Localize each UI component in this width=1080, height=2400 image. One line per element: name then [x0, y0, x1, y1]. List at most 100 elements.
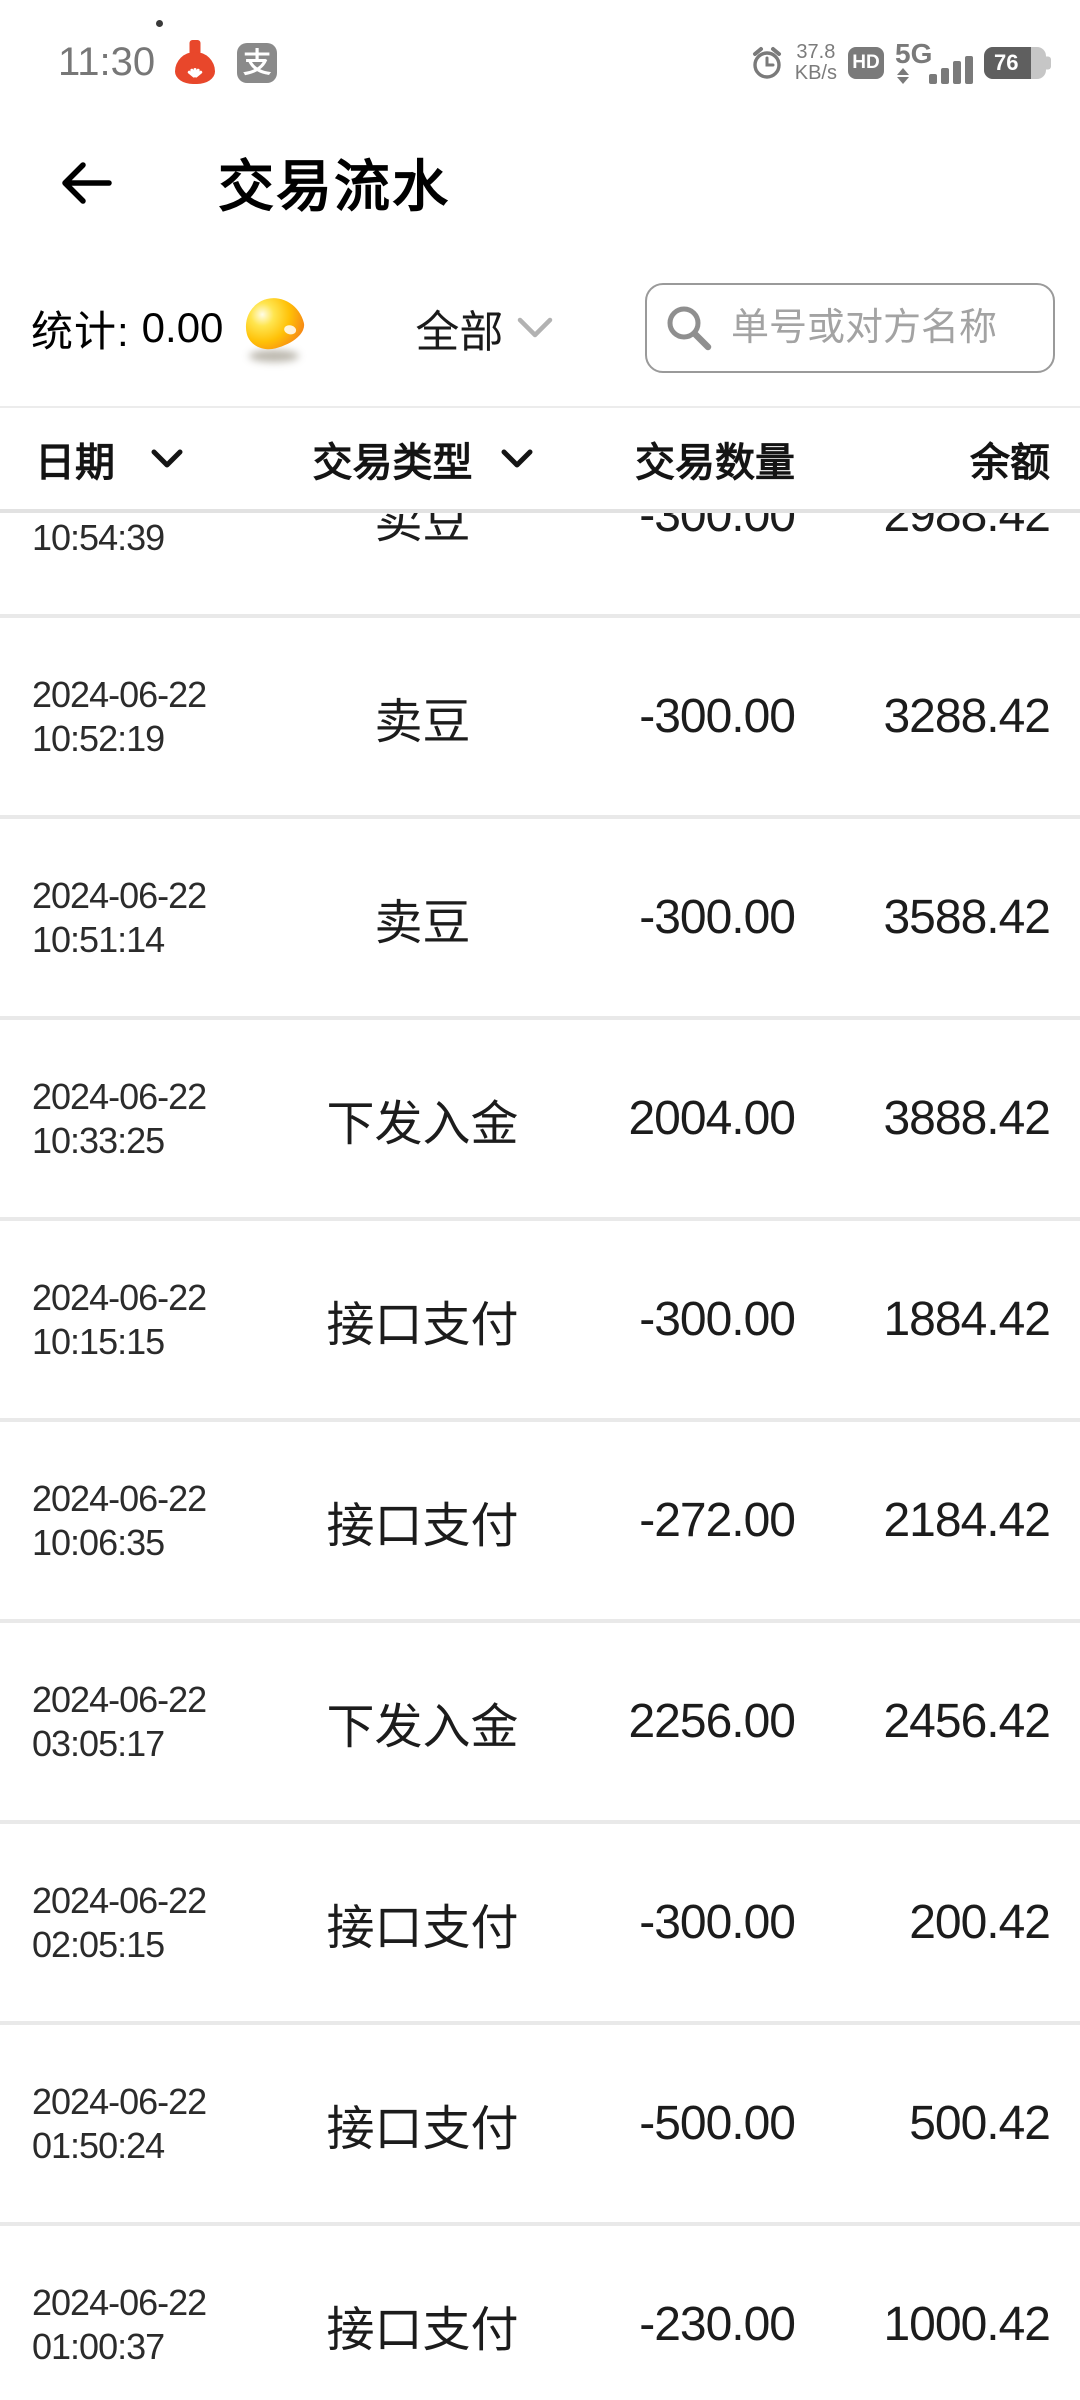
transaction-list[interactable]: 2024-06-22 10:54:39 卖豆 -300.00 2988.42 2… — [0, 513, 1080, 2400]
row-datetime: 2024-06-22 10:06:35 — [0, 1477, 290, 1565]
alipay-glyph: 支 — [243, 46, 272, 78]
row-date: 2024-06-22 — [32, 2080, 207, 2122]
row-balance: 2988.42 — [883, 513, 1051, 542]
row-date: 2024-06-22 — [32, 1879, 207, 1921]
row-type: 下发入金 — [326, 1700, 519, 1754]
back-button[interactable] — [58, 159, 114, 207]
sort-chevron-down-icon — [151, 449, 183, 468]
row-amount: 2004.00 — [628, 1092, 796, 1145]
type-filter-dropdown[interactable]: 全部 — [415, 296, 553, 360]
row-time: 10:06:35 — [32, 1521, 165, 1563]
row-amount: -300.00 — [639, 891, 796, 944]
column-header-date[interactable]: 日期 — [0, 430, 290, 488]
row-time: 01:00:37 — [32, 2325, 165, 2367]
row-datetime: 2024-06-22 10:51:14 — [0, 874, 290, 962]
row-type: 接口支付 — [326, 2102, 519, 2156]
data-transfer-arrows-icon — [897, 67, 909, 84]
sort-chevron-down-icon — [501, 449, 532, 468]
transaction-row[interactable]: 2024-06-22 10:15:15 接口支付 -300.00 1884.42 — [0, 1221, 1080, 1422]
row-balance: 3888.42 — [883, 1092, 1051, 1145]
transaction-row[interactable]: 2024-06-22 10:51:14 卖豆 -300.00 3588.42 — [0, 819, 1080, 1020]
battery-indicator: 76 — [984, 46, 1051, 79]
stats-summary: 统计: 0.00 — [31, 298, 223, 359]
row-type: 卖豆 — [374, 513, 471, 548]
row-amount: -300.00 — [639, 1293, 796, 1346]
transaction-row[interactable]: 2024-06-22 01:50:24 接口支付 -500.00 500.42 — [0, 2025, 1080, 2226]
type-filter-label: 全部 — [415, 308, 504, 357]
transaction-row[interactable]: 2024-06-22 10:33:25 下发入金 2004.00 3888.42 — [0, 1020, 1080, 1221]
status-right-cluster: 37.8 KB/s HD 5G 76 — [750, 38, 1051, 84]
page-title: 交易流水 — [218, 155, 450, 218]
row-time: 10:15:15 — [32, 1320, 165, 1362]
column-label-type: 交易类型 — [312, 440, 473, 485]
stats-value: 0.00 — [141, 304, 224, 351]
signal-bars-icon — [929, 55, 973, 84]
row-type: 卖豆 — [374, 896, 471, 950]
row-date: 2024-06-22 — [32, 1276, 207, 1318]
row-date: 2024-06-22 — [32, 513, 290, 516]
column-header-amount: 交易数量 — [555, 430, 795, 488]
row-amount: -230.00 — [639, 2298, 796, 2351]
alarm-clock-icon — [752, 46, 781, 79]
camera-punch-hole — [156, 20, 163, 27]
row-time: 03:05:17 — [32, 1722, 165, 1764]
status-bar: 11:30 支 37.8 — [0, 0, 1080, 115]
transaction-row[interactable]: 2024-06-22 02:05:15 接口支付 -300.00 200.42 — [0, 1824, 1080, 2025]
row-balance: 200.42 — [909, 1896, 1051, 1949]
search-box — [645, 283, 1055, 373]
row-balance: 2184.42 — [883, 1494, 1051, 1547]
alipay-notification-icon: 支 — [237, 42, 278, 83]
transaction-row[interactable]: 2024-06-22 10:54:39 卖豆 -300.00 2988.42 — [0, 513, 1080, 618]
row-time: 10:54:39 — [32, 516, 165, 558]
column-label-date: 日期 — [35, 440, 115, 485]
row-time: 01:50:24 — [32, 2124, 165, 2166]
transaction-row[interactable]: 2024-06-22 10:06:35 接口支付 -272.00 2184.42 — [0, 1422, 1080, 1623]
transaction-row[interactable]: 2024-06-22 03:05:17 下发入金 2256.00 2456.42 — [0, 1623, 1080, 1824]
transaction-row[interactable]: 2024-06-22 01:00:37 接口支付 -230.00 1000.42 — [0, 2226, 1080, 2400]
search-input[interactable] — [645, 283, 1055, 373]
network-speed-value: 37.8 — [796, 40, 836, 63]
chevron-down-icon — [518, 317, 553, 338]
row-balance: 3288.42 — [883, 690, 1051, 743]
row-date: 2024-06-22 — [32, 874, 207, 916]
battery-fill — [984, 46, 1032, 79]
column-label-amount: 交易数量 — [635, 440, 795, 485]
transaction-row[interactable]: 2024-06-22 10:52:19 卖豆 -300.00 3288.42 — [0, 618, 1080, 819]
row-time: 10:33:25 — [32, 1119, 165, 1161]
battery-percent: 76 — [994, 49, 1019, 75]
row-time: 10:52:19 — [32, 717, 165, 759]
search-icon — [667, 306, 712, 351]
row-datetime: 2024-06-22 10:54:39 — [0, 513, 290, 560]
row-datetime: 2024-06-22 10:15:15 — [0, 1276, 290, 1364]
column-header-type[interactable]: 交易类型 — [290, 430, 555, 488]
status-clock: 11:30 — [58, 40, 156, 84]
app-header: 交易流水 — [0, 115, 1080, 250]
row-amount: -300.00 — [639, 690, 796, 743]
arrow-left-icon — [62, 161, 112, 204]
gold-bean-icon — [240, 291, 309, 362]
row-type: 接口支付 — [326, 1901, 519, 1955]
stats-label: 统计: — [31, 307, 130, 355]
row-balance: 1884.42 — [883, 1293, 1051, 1346]
row-datetime: 2024-06-22 03:05:17 — [0, 1678, 290, 1766]
battery-nub — [1046, 56, 1051, 69]
row-balance: 2456.42 — [883, 1695, 1051, 1748]
row-datetime: 2024-06-22 01:50:24 — [0, 2080, 290, 2168]
row-datetime: 2024-06-22 10:52:19 — [0, 673, 290, 761]
row-amount: -272.00 — [639, 1494, 796, 1547]
row-type: 接口支付 — [326, 2303, 519, 2357]
row-datetime: 2024-06-22 02:05:15 — [0, 1879, 290, 1967]
row-amount: -300.00 — [639, 1896, 796, 1949]
row-date: 2024-06-22 — [32, 673, 207, 715]
row-amount: -500.00 — [639, 2097, 796, 2150]
column-label-balance: 余额 — [970, 440, 1050, 485]
row-date: 2024-06-22 — [32, 1678, 207, 1720]
row-time: 02:05:15 — [32, 1923, 165, 1965]
row-balance: 3588.42 — [883, 891, 1051, 944]
network-type-label: 5G — [895, 37, 933, 69]
row-date: 2024-06-22 — [32, 2281, 207, 2323]
row-date: 2024-06-22 — [32, 1477, 207, 1519]
status-left-cluster: 11:30 支 — [58, 20, 278, 86]
column-header-balance: 余额 — [795, 430, 1080, 488]
